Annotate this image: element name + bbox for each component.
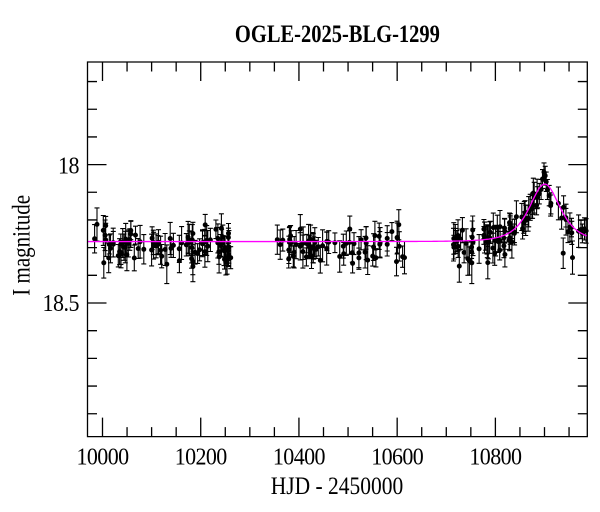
svg-text:HJD - 2450000: HJD - 2450000 (271, 472, 404, 500)
svg-text:OGLE-2025-BLG-1299: OGLE-2025-BLG-1299 (235, 20, 440, 47)
svg-text:I magnitude: I magnitude (8, 195, 36, 296)
svg-text:10200: 10200 (175, 443, 227, 470)
svg-text:18.5: 18.5 (43, 290, 79, 317)
svg-text:18: 18 (58, 152, 79, 179)
svg-text:10800: 10800 (469, 443, 521, 470)
svg-text:10000: 10000 (77, 443, 129, 470)
svg-text:10400: 10400 (273, 443, 325, 470)
svg-text:10600: 10600 (371, 443, 423, 470)
